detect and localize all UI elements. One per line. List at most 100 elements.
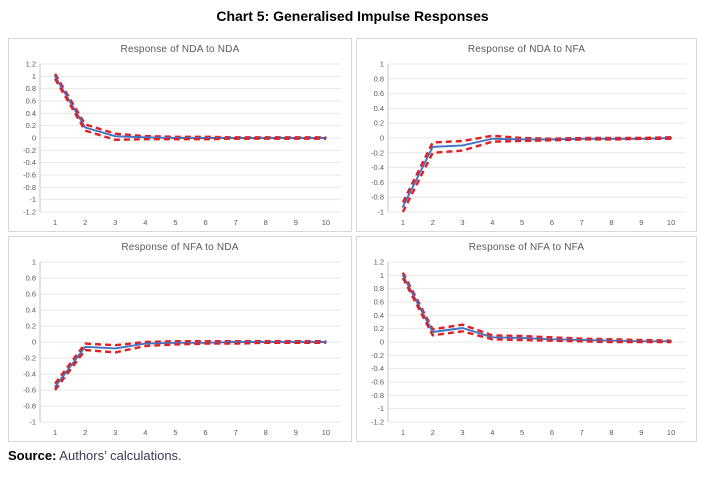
svg-text:5: 5 (173, 218, 177, 227)
chart-title: Response of NFA to NDA (121, 242, 239, 253)
svg-text:-0.8: -0.8 (23, 183, 36, 192)
svg-text:0.4: 0.4 (26, 306, 36, 315)
svg-text:0.2: 0.2 (26, 121, 36, 130)
svg-text:5: 5 (520, 218, 524, 227)
chart-grid: Response of NDA to NDA 1.2 1 0.8 0.6 0.4 0.2 0… (8, 38, 697, 442)
svg-text:3: 3 (460, 428, 464, 437)
svg-text:1: 1 (32, 258, 36, 267)
svg-text:-0.2: -0.2 (371, 148, 384, 157)
chart-panel-nfa-to-nda: Response of NFA to NDA 1 0.8 0.6 0.4 0.2 0 -0.… (8, 236, 352, 442)
svg-text:4: 4 (143, 218, 147, 227)
svg-text:7: 7 (234, 218, 238, 227)
svg-text:-0.4: -0.4 (23, 370, 36, 379)
svg-text:-0.2: -0.2 (23, 146, 36, 155)
svg-text:1: 1 (401, 218, 405, 227)
source-label: Source: (8, 448, 57, 463)
svg-text:1: 1 (32, 72, 36, 81)
chart-svg-nfa-to-nfa: 1.2 1 0.8 0.6 0.4 0.2 0 -0.2 -0.4 -0.6 -0.8 -1 -1.2 1… (371, 258, 686, 437)
svg-text:5: 5 (520, 428, 524, 437)
svg-text:0.4: 0.4 (374, 104, 384, 113)
svg-text:0: 0 (380, 338, 384, 347)
svg-text:6: 6 (550, 428, 554, 437)
svg-text:3: 3 (113, 428, 117, 437)
svg-text:2: 2 (83, 218, 87, 227)
svg-text:-1: -1 (29, 195, 36, 204)
svg-text:0.8: 0.8 (374, 284, 384, 293)
page-title: Chart 5: Generalised Impulse Responses (216, 8, 489, 24)
chart-title: Response of NDA to NFA (467, 44, 586, 55)
svg-text:0.8: 0.8 (26, 84, 36, 93)
svg-text:1.2: 1.2 (374, 258, 384, 267)
chart-svg-nfa-to-nda: 1 0.8 0.6 0.4 0.2 0 -0.2 -0.4 -0.6 -0.8 -1 1 2 3 4 5 6 7 8… (23, 258, 341, 437)
svg-text:9: 9 (639, 218, 643, 227)
svg-text:0.2: 0.2 (26, 322, 36, 331)
svg-text:7: 7 (580, 428, 584, 437)
svg-text:8: 8 (609, 218, 613, 227)
svg-text:1: 1 (380, 60, 384, 69)
svg-text:-0.6: -0.6 (23, 171, 36, 180)
chart-panel-nda-to-nda: Response of NDA to NDA 1.2 1 0.8 0.6 0.4 0.2 0… (8, 38, 352, 232)
svg-text:6: 6 (203, 428, 207, 437)
svg-text:3: 3 (460, 218, 464, 227)
svg-text:4: 4 (490, 218, 494, 227)
svg-text:3: 3 (113, 218, 117, 227)
svg-text:-0.2: -0.2 (23, 354, 36, 363)
svg-text:-0.4: -0.4 (371, 364, 384, 373)
svg-text:0.8: 0.8 (374, 74, 384, 83)
svg-text:-0.8: -0.8 (23, 402, 36, 411)
svg-text:0.4: 0.4 (26, 109, 36, 118)
svg-text:6: 6 (550, 218, 554, 227)
svg-text:7: 7 (580, 218, 584, 227)
chart-title: Response of NDA to NDA (120, 44, 240, 55)
svg-text:6: 6 (203, 218, 207, 227)
svg-text:-1: -1 (29, 418, 36, 427)
svg-text:9: 9 (294, 218, 298, 227)
chart-panel-nfa-to-nfa: Response of NFA to NFA 1.2 1 0.8 0.6 0.4 0.2 0… (356, 236, 697, 442)
chart-panel-nda-to-nfa: Response of NDA to NFA 1 0.8 0.6 0.4 0.2 0 -0.… (356, 38, 697, 232)
svg-text:0.6: 0.6 (374, 298, 384, 307)
chart-svg-nda-to-nfa: 1 0.8 0.6 0.4 0.2 0 -0.2 -0.4 -0.6 -0.8 -1 1 2 3 4 5 6 7 8… (371, 60, 686, 227)
svg-text:0.6: 0.6 (374, 89, 384, 98)
svg-text:7: 7 (234, 428, 238, 437)
svg-text:2: 2 (83, 428, 87, 437)
svg-text:-0.4: -0.4 (23, 158, 36, 167)
svg-text:-0.6: -0.6 (371, 178, 384, 187)
svg-text:0.6: 0.6 (26, 97, 36, 106)
svg-text:0.2: 0.2 (374, 119, 384, 128)
svg-text:-1.2: -1.2 (371, 418, 384, 427)
svg-text:-1: -1 (377, 404, 384, 413)
svg-text:4: 4 (490, 428, 494, 437)
svg-text:0: 0 (380, 134, 384, 143)
svg-text:-0.8: -0.8 (371, 193, 384, 202)
svg-text:1: 1 (53, 428, 57, 437)
svg-text:-0.8: -0.8 (371, 391, 384, 400)
svg-text:2: 2 (431, 218, 435, 227)
svg-text:0: 0 (32, 338, 36, 347)
svg-text:0.8: 0.8 (26, 274, 36, 283)
svg-text:-1: -1 (377, 208, 384, 217)
svg-text:0.2: 0.2 (374, 324, 384, 333)
svg-text:1: 1 (401, 428, 405, 437)
svg-text:1: 1 (380, 271, 384, 280)
svg-text:9: 9 (294, 428, 298, 437)
svg-text:8: 8 (609, 428, 613, 437)
svg-text:0.4: 0.4 (374, 311, 384, 320)
svg-text:-0.6: -0.6 (23, 386, 36, 395)
svg-text:4: 4 (143, 428, 147, 437)
svg-text:10: 10 (322, 218, 330, 227)
svg-text:0: 0 (32, 134, 36, 143)
svg-text:-0.4: -0.4 (371, 163, 384, 172)
svg-text:0.6: 0.6 (26, 290, 36, 299)
svg-text:-0.2: -0.2 (371, 351, 384, 360)
svg-text:8: 8 (264, 428, 268, 437)
svg-text:2: 2 (431, 428, 435, 437)
svg-text:10: 10 (667, 218, 675, 227)
svg-text:-1.2: -1.2 (23, 208, 36, 217)
svg-text:1.2: 1.2 (26, 60, 36, 69)
svg-text:9: 9 (639, 428, 643, 437)
svg-text:8: 8 (264, 218, 268, 227)
chart-svg-nda-to-nda: 1.2 1 0.8 0.6 0.4 0.2 0 -0.2 -0.4 -0.6 -0.8 -1 -1.2 1… (23, 60, 341, 227)
svg-text:10: 10 (322, 428, 330, 437)
svg-text:-0.6: -0.6 (371, 378, 384, 387)
